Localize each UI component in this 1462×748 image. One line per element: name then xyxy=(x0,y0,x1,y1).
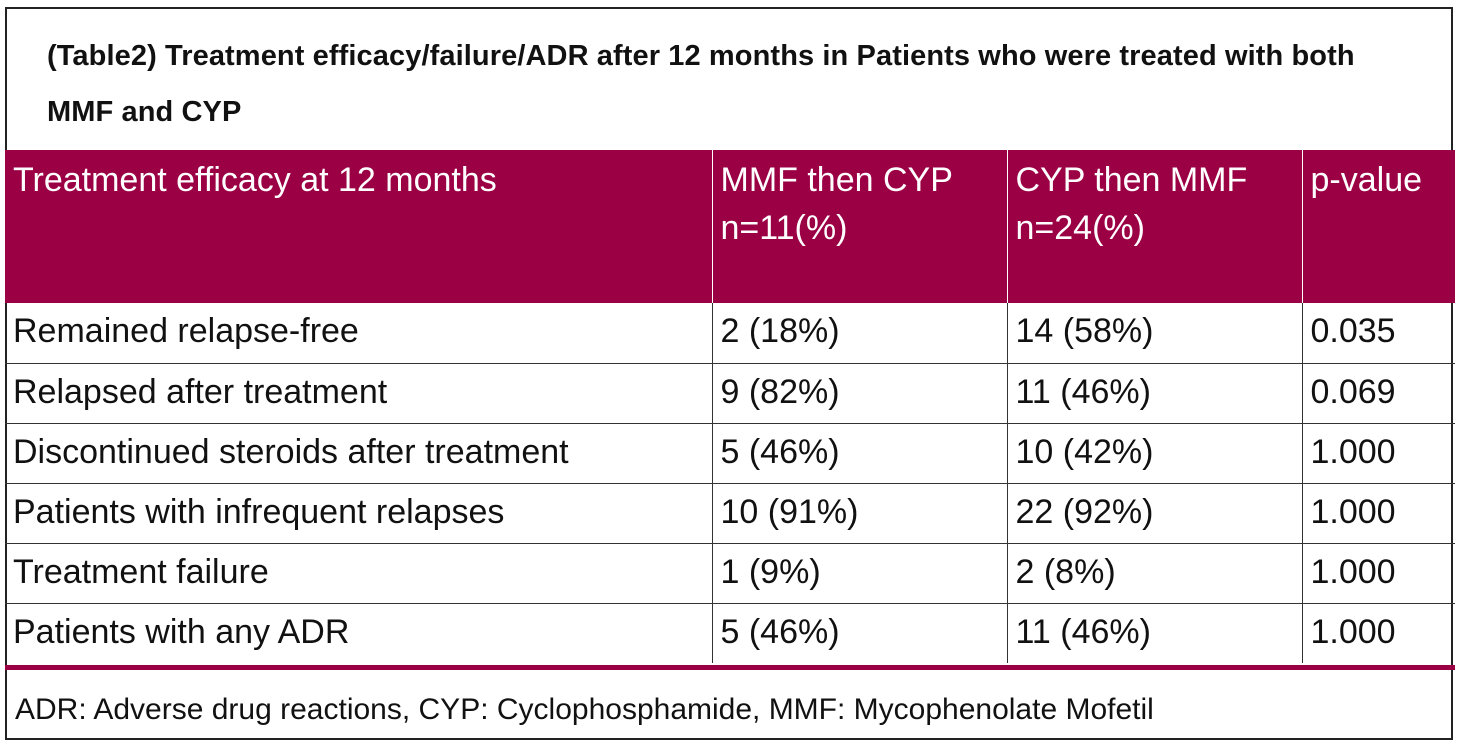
cell-cyp-then-mmf: 10 (42%) xyxy=(1006,422,1302,483)
header-mmf-then-cyp-line-1: MMF then CYP xyxy=(720,161,953,199)
cell-cyp-then-mmf: 14 (58%) xyxy=(1006,303,1302,363)
cell-mmf-then-cyp: 9 (82%) xyxy=(711,362,1007,423)
cell-mmf-then-cyp: 5 (46%) xyxy=(711,422,1007,483)
table-row: Patients with any ADR 5 (46%) 11 (46%) 1… xyxy=(5,602,1455,663)
table-row: Remained relapse-free 2 (18%) 14 (58%) 0… xyxy=(5,303,1455,363)
header-mmf-then-cyp-line-2: n=11(%) xyxy=(720,209,848,247)
efficacy-table: Treatment efficacy at 12 months MMF then… xyxy=(5,150,1455,663)
cell-mmf-then-cyp: 1 (9%) xyxy=(711,542,1007,603)
cell-p-value: 1.000 xyxy=(1301,422,1455,483)
header-outcome: Treatment efficacy at 12 months xyxy=(5,150,712,303)
cell-cyp-then-mmf: 11 (46%) xyxy=(1006,362,1302,423)
cell-p-value: 0.035 xyxy=(1301,303,1455,363)
cell-cyp-then-mmf: 2 (8%) xyxy=(1006,542,1302,603)
table-row: Discontinued steroids after treatment 5 … xyxy=(5,422,1455,483)
table-footnote: ADR: Adverse drug reactions, CYP: Cyclop… xyxy=(15,693,1154,726)
table-row: Relapsed after treatment 9 (82%) 11 (46%… xyxy=(5,362,1455,423)
header-p-value: p-value xyxy=(1301,150,1455,303)
table-row: Patients with infrequent relapses 10 (91… xyxy=(5,482,1455,543)
header-cyp-then-mmf-line-1: CYP then MMF xyxy=(1015,161,1248,199)
cell-mmf-then-cyp: 2 (18%) xyxy=(711,303,1007,363)
cell-outcome: Relapsed after treatment xyxy=(5,362,712,423)
table-bottom-rule xyxy=(5,665,1455,670)
header-cyp-then-mmf: CYP then MMF n=24(%) xyxy=(1006,150,1302,303)
header-mmf-then-cyp: MMF then CYP n=11(%) xyxy=(711,150,1007,303)
table-row: Treatment failure 1 (9%) 2 (8%) 1.000 xyxy=(5,542,1455,603)
cell-p-value: 0.069 xyxy=(1301,362,1455,423)
cell-mmf-then-cyp: 10 (91%) xyxy=(711,482,1007,543)
cell-p-value: 1.000 xyxy=(1301,602,1455,663)
cell-cyp-then-mmf: 22 (92%) xyxy=(1006,482,1302,543)
cell-cyp-then-mmf: 11 (46%) xyxy=(1006,602,1302,663)
cell-outcome: Treatment failure xyxy=(5,542,712,603)
cell-outcome: Remained relapse-free xyxy=(13,312,359,350)
cell-p-value: 1.000 xyxy=(1301,542,1455,603)
header-cyp-then-mmf-line-2: n=24(%) xyxy=(1015,209,1145,247)
header-p-value-line-1: p-value xyxy=(1310,161,1423,199)
cell-mmf-then-cyp: 5 (46%) xyxy=(711,602,1007,663)
cell-outcome: Patients with infrequent relapses xyxy=(5,482,712,543)
header-outcome-line-1: Treatment efficacy at 12 months xyxy=(13,161,497,199)
header-row: Treatment efficacy at 12 months MMF then… xyxy=(5,150,1455,303)
cell-outcome: Patients with any ADR xyxy=(5,602,712,663)
cell-outcome: Discontinued steroids after treatment xyxy=(5,422,712,483)
table-caption: (Table2) Treatment efficacy/failure/ADR … xyxy=(47,40,1355,128)
cell-p-value: 1.000 xyxy=(1301,482,1455,543)
